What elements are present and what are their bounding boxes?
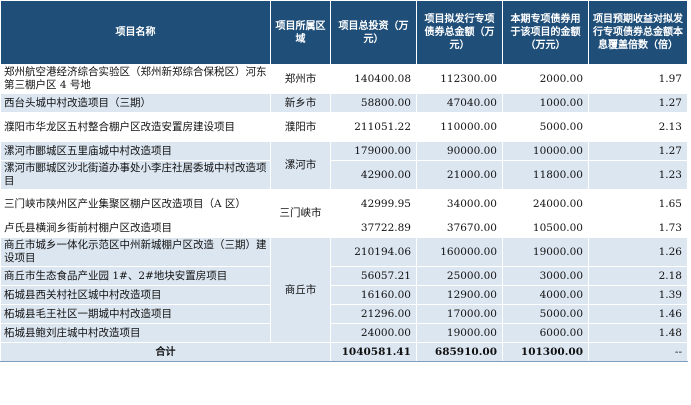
cell-bond-current: 4000.00 [502,285,589,305]
cell-total-investment: 179000.00 [330,141,417,161]
cell-total-investment: 42999.95 [330,189,417,219]
cell-region: 新乡市 [270,93,331,113]
header-bond-total: 项目拟发行专项债券总金额（万元） [416,0,503,65]
bond-project-table: 项目名称 项目所属区域 项目总投资（万元） 项目拟发行专项债券总金额（万元） 本… [0,0,688,362]
cell-coverage-ratio: 1.65 [588,189,688,219]
cell-bond-total: 47040.00 [416,93,503,113]
cell-bond-total: 21000.00 [416,160,503,190]
table-row: 濮阳市华龙区五村整合棚户区改造安置房建设项目 濮阳市 211051.22 110… [0,112,688,142]
cell-bond-current: 10000.00 [502,141,589,161]
cell-coverage-ratio: 1.73 [588,218,688,238]
cell-project-name: 商丘市生态食品产业园 1#、2#地块安置房项目 [0,266,271,286]
total-coverage-ratio: -- [588,342,688,362]
table-row: 柘城县西关村社区城中村改造项目 16160.00 12900.00 4000.0… [0,285,688,305]
cell-total-investment: 24000.00 [330,323,417,343]
cell-bond-total: 25000.00 [416,266,503,286]
cell-coverage-ratio: 2.18 [588,266,688,286]
cell-project-name: 三门峡市陕州区产业集聚区棚户区改造项目（A 区） [0,189,271,219]
cell-coverage-ratio: 1.27 [588,93,688,113]
cell-project-name: 商丘市城乡一体化示范区中州新城棚户区改造（三期）建设项目 [0,237,271,267]
header-total-investment: 项目总投资（万元） [330,0,417,65]
cell-region: 三门峡市 [270,189,331,238]
cell-total-investment: 210194.06 [330,237,417,267]
cell-bond-total: 112300.00 [416,64,503,94]
cell-coverage-ratio: 1.48 [588,323,688,343]
cell-total-investment: 37722.89 [330,218,417,238]
cell-region: 漯河市 [270,141,331,190]
cell-bond-current: 5000.00 [502,112,589,142]
cell-project-name: 濮阳市华龙区五村整合棚户区改造安置房建设项目 [0,112,271,142]
cell-bond-current: 10500.00 [502,218,589,238]
cell-total-investment: 56057.21 [330,266,417,286]
cell-total-investment: 42900.00 [330,160,417,190]
table-row: 柘城县毛王社区一期城中村改造项目 21296.00 17000.00 5000.… [0,304,688,324]
total-row: 合计 1040581.41 685910.00 101300.00 -- [0,342,688,362]
total-label: 合计 [0,342,331,362]
table-row: 西台头城中村改造项目（三期） 新乡市 58800.00 47040.00 100… [0,93,688,113]
cell-coverage-ratio: 1.39 [588,285,688,305]
cell-bond-current: 3000.00 [502,266,589,286]
table-row: 漯河市郾城区沙北街道办事处小李庄社居委城中村改造项目 42900.00 2100… [0,160,688,190]
cell-coverage-ratio: 2.13 [588,112,688,142]
table-row: 郑州航空港经济综合实验区（郑州新郑综合保税区）河东第三棚户区 4 号地 郑州市 … [0,64,688,94]
cell-bond-total: 110000.00 [416,112,503,142]
header-bond-current: 本期专项债券用于该项目的金额（万元） [502,0,589,65]
header-coverage-ratio: 项目预期收益对拟发行专项债券总金额本息覆盖倍数（倍） [588,0,688,65]
table-row: 漯河市郾城区五里庙城中村改造项目 漯河市 179000.00 90000.00 … [0,141,688,190]
cell-coverage-ratio: 1.97 [588,64,688,94]
cell-bond-current: 1000.00 [502,93,589,113]
header-project-name: 项目名称 [0,0,271,65]
table-row: 商丘市城乡一体化示范区中州新城棚户区改造（三期）建设项目 商丘市 210194.… [0,237,688,343]
cell-coverage-ratio: 1.23 [588,160,688,190]
cell-project-name: 柘城县毛王社区一期城中村改造项目 [0,304,271,324]
cell-total-investment: 16160.00 [330,285,417,305]
cell-project-name: 漯河市郾城区沙北街道办事处小李庄社居委城中村改造项目 [0,160,271,190]
total-bond-total: 685910.00 [416,342,503,362]
total-investment: 1040581.41 [330,342,417,362]
cell-total-investment: 211051.22 [330,112,417,142]
cell-project-name: 郑州航空港经济综合实验区（郑州新郑综合保税区）河东第三棚户区 4 号地 [0,64,271,94]
cell-coverage-ratio: 1.26 [588,237,688,267]
cell-bond-total: 160000.00 [416,237,503,267]
cell-bond-total: 37670.00 [416,218,503,238]
cell-coverage-ratio: 1.27 [588,141,688,161]
table-row: 柘城县鲍刘庄城中村改造项目 24000.00 19000.00 6000.00 … [0,323,688,343]
cell-project-name: 柘城县西关村社区城中村改造项目 [0,285,271,305]
cell-region: 郑州市 [270,64,331,94]
cell-bond-current: 24000.00 [502,189,589,219]
cell-project-name: 西台头城中村改造项目（三期） [0,93,271,113]
header-region: 项目所属区域 [270,0,331,65]
cell-project-name: 柘城县鲍刘庄城中村改造项目 [0,323,271,343]
cell-bond-current: 5000.00 [502,304,589,324]
total-bond-current: 101300.00 [502,342,589,362]
cell-bond-current: 2000.00 [502,64,589,94]
cell-bond-total: 12900.00 [416,285,503,305]
cell-bond-total: 34000.00 [416,189,503,219]
table-header-row: 项目名称 项目所属区域 项目总投资（万元） 项目拟发行专项债券总金额（万元） 本… [0,0,688,65]
cell-project-name: 漯河市郾城区五里庙城中村改造项目 [0,141,271,161]
cell-bond-current: 6000.00 [502,323,589,343]
table-row: 商丘市生态食品产业园 1#、2#地块安置房项目 56057.21 25000.0… [0,266,688,286]
cell-bond-total: 19000.00 [416,323,503,343]
cell-total-investment: 140400.08 [330,64,417,94]
cell-total-investment: 58800.00 [330,93,417,113]
cell-region: 商丘市 [270,237,331,343]
cell-bond-current: 11800.00 [502,160,589,190]
cell-region: 濮阳市 [270,112,331,142]
cell-bond-total: 90000.00 [416,141,503,161]
table-row: 卢氏县横涧乡街前村棚户区改造项目 37722.89 37670.00 10500… [0,218,688,238]
table-row: 三门峡市陕州区产业集聚区棚户区改造项目（A 区） 三门峡市 42999.95 3… [0,189,688,238]
cell-coverage-ratio: 1.46 [588,304,688,324]
cell-bond-total: 17000.00 [416,304,503,324]
cell-total-investment: 21296.00 [330,304,417,324]
cell-bond-current: 19000.00 [502,237,589,267]
cell-project-name: 卢氏县横涧乡街前村棚户区改造项目 [0,218,271,238]
